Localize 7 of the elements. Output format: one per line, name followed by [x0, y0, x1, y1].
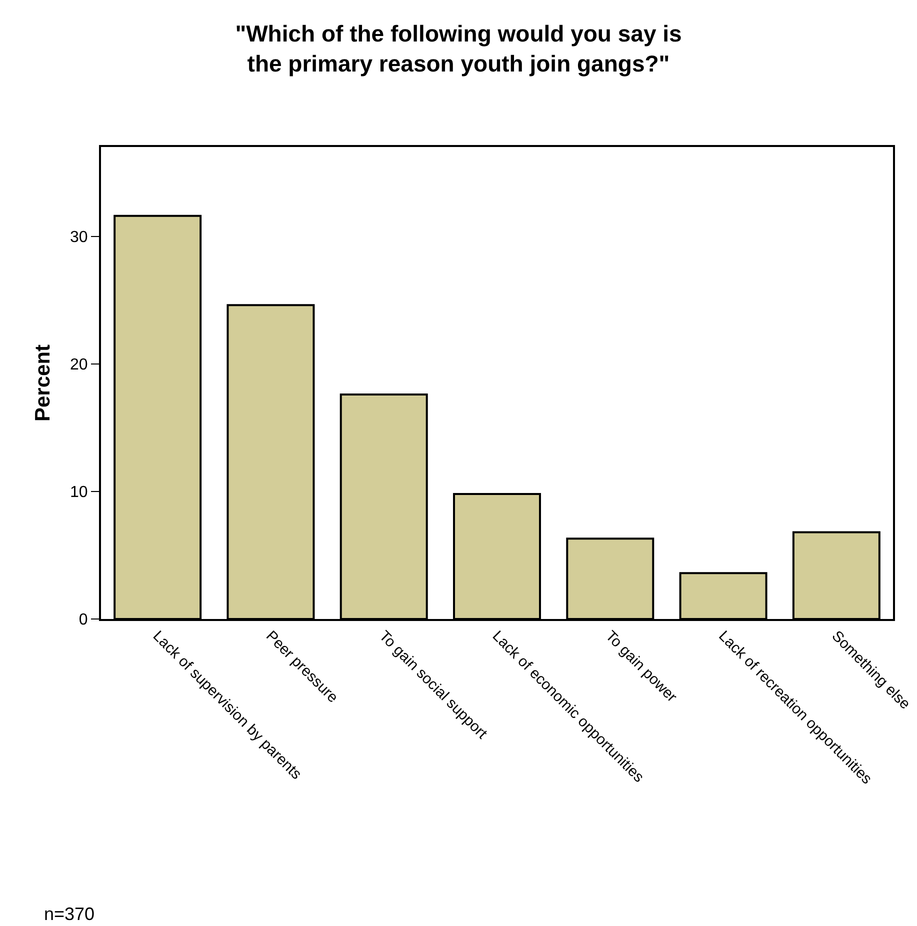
y-tick-label: 10	[70, 484, 88, 502]
text: n=370	[44, 904, 95, 924]
y-tick-label: 20	[70, 356, 88, 374]
chart-title: "Which of the following would you say is the primary reason youth join gangs?"	[235, 20, 682, 77]
y-axis-title: Percent	[32, 344, 55, 422]
y-tick-label: 0	[78, 612, 88, 629]
y-tick-label: 30	[70, 228, 88, 246]
